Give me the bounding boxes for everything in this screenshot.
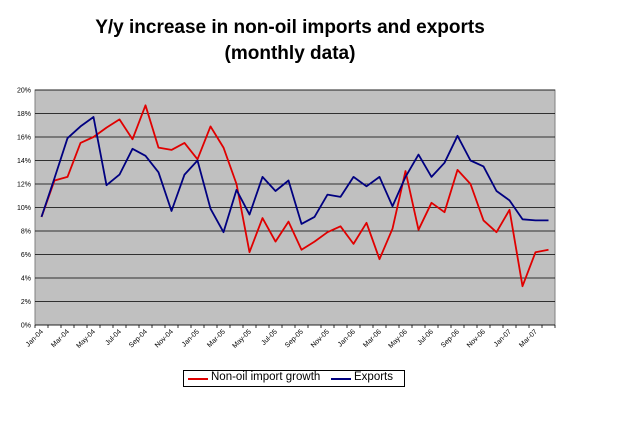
series-line-exports: [40, 116, 549, 234]
x-tick-label: Mar-07: [518, 328, 539, 349]
y-tick-label: 14%: [17, 158, 31, 165]
y-tick-label: 16%: [17, 135, 31, 142]
y-axis-ticks: 0% 2% 4% 6% 8% 10% 12% 14% 16% 18% 20%: [17, 88, 31, 330]
x-tick-label: May-04: [75, 328, 97, 350]
x-tick-label: Sep-05: [284, 328, 305, 349]
x-tick-label: Jul-05: [260, 328, 279, 347]
legend-swatch-imports: [188, 378, 208, 380]
y-tick-label: 20%: [17, 88, 31, 95]
x-tick-label: May-05: [231, 328, 253, 350]
x-tick-label: Nov-06: [466, 328, 487, 349]
y-tick-label: 0%: [21, 323, 31, 330]
legend-swatch-exports: [331, 378, 351, 380]
x-tick-label: Jan-05: [181, 328, 201, 348]
x-tick-label: Jan-06: [337, 328, 357, 348]
chart-title-line-1: Y/y increase in non-oil imports and expo…: [95, 17, 485, 38]
chart-title-line-2: (monthly data): [224, 43, 356, 64]
gridlines: [35, 89, 555, 326]
y-tick-label: 12%: [17, 182, 31, 189]
legend-label-imports: Non-oil import growth: [211, 371, 321, 383]
x-tick-label: Mar-04: [50, 328, 71, 349]
x-tick-label: May-06: [387, 328, 409, 350]
x-tick-label: Nov-04: [154, 328, 175, 349]
x-tick-label: Nov-05: [310, 328, 331, 349]
series-lines: [40, 104, 549, 288]
x-tick-label: Sep-04: [128, 328, 149, 349]
y-tick-label: 18%: [17, 111, 31, 118]
legend: Non-oil import growth Exports: [183, 370, 405, 387]
x-tick-label: Jan-07: [493, 328, 513, 348]
x-tick-label: Mar-06: [362, 328, 383, 349]
x-tick-label: Mar-05: [206, 328, 227, 349]
y-tick-label: 6%: [21, 252, 31, 259]
x-tick-label: Sep-06: [440, 328, 461, 349]
x-tick-label: Jan-04: [25, 328, 45, 348]
y-tick-label: 2%: [21, 299, 31, 306]
legend-label-exports: Exports: [354, 371, 393, 383]
x-tick-label: Jul-04: [104, 328, 123, 347]
y-tick-label: 8%: [21, 229, 31, 236]
x-tick-label: Jul-06: [416, 328, 435, 347]
x-axis-ticks: Jan-04 Mar-04 May-04 Jul-04 Sep-04 Nov-04 Jan-…: [25, 325, 556, 350]
y-tick-label: 10%: [17, 205, 31, 212]
series-line-imports: [40, 104, 549, 288]
y-tick-label: 4%: [21, 276, 31, 283]
